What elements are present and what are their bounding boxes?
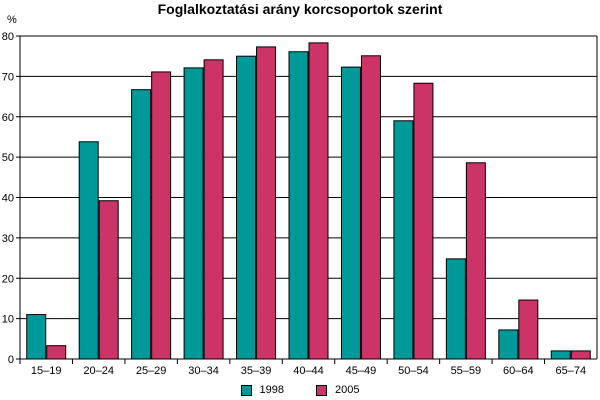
legend-item-1998: 1998: [240, 384, 284, 396]
legend-label-1998: 1998: [259, 384, 284, 396]
y-tick-label-70: 70: [2, 71, 14, 83]
bar-2005-40–44: [308, 42, 329, 360]
y-tick-label-20: 20: [2, 273, 14, 285]
bar-2005-15–19: [46, 345, 67, 360]
y-tick-label-50: 50: [2, 152, 14, 164]
bar-1998-25–29: [131, 89, 152, 360]
x-tick-label-30–34: 30–34: [188, 365, 219, 377]
bar-2005-25–29: [151, 71, 172, 360]
legend-item-2005: 2005: [316, 384, 359, 396]
y-tick-label-10: 10: [2, 314, 14, 326]
x-tick-label-40–44: 40–44: [293, 365, 324, 377]
x-tick-label-35–39: 35–39: [241, 365, 272, 377]
bar-1998-55–59: [445, 258, 466, 360]
legend-swatch-1998: [240, 384, 252, 396]
x-tick-label-65–74: 65–74: [555, 365, 586, 377]
bar-1998-35–39: [236, 55, 257, 360]
legend-swatch-2005: [316, 384, 327, 396]
bar-1998-65–74: [550, 350, 571, 360]
y-tick-label-80: 80: [2, 31, 14, 43]
x-tick-label-25–29: 25–29: [136, 365, 167, 377]
legend-label-2005: 2005: [335, 384, 360, 396]
x-tick-label-50–54: 50–54: [398, 365, 429, 377]
bar-2005-30–34: [203, 59, 224, 360]
bar-2005-50–54: [413, 82, 434, 360]
bar-1998-50–54: [393, 120, 414, 360]
x-tick-label-60–64: 60–64: [503, 365, 534, 377]
bar-1998-60–64: [498, 329, 519, 360]
y-tick-label-60: 60: [2, 112, 14, 124]
chart-legend: 1998 2005: [0, 381, 600, 399]
bar-1998-45–49: [340, 66, 361, 360]
x-tick-label-45–49: 45–49: [346, 365, 377, 377]
y-tick-label-30: 30: [2, 233, 14, 245]
bar-1998-20–24: [78, 141, 99, 360]
y-tick-label-0: 0: [8, 354, 14, 366]
bar-2005-35–39: [256, 46, 277, 360]
bar-1998-30–34: [183, 67, 204, 360]
bar-1998-15–19: [26, 314, 47, 360]
bar-2005-20–24: [98, 200, 119, 360]
bar-2005-60–64: [518, 299, 539, 360]
bar-2005-65–74: [570, 350, 591, 360]
y-axis-unit-label: %: [7, 14, 17, 26]
x-tick-label-20–24: 20–24: [83, 365, 114, 377]
y-tick-label-40: 40: [2, 193, 14, 205]
bar-2005-55–59: [465, 162, 486, 360]
bar-1998-40–44: [288, 51, 309, 360]
x-tick-label-55–59: 55–59: [451, 365, 482, 377]
bar-2005-45–49: [360, 55, 381, 360]
x-tick-label-15–19: 15–19: [31, 365, 62, 377]
chart-title: Foglalkoztatási arány korcsoportok szeri…: [157, 1, 443, 17]
